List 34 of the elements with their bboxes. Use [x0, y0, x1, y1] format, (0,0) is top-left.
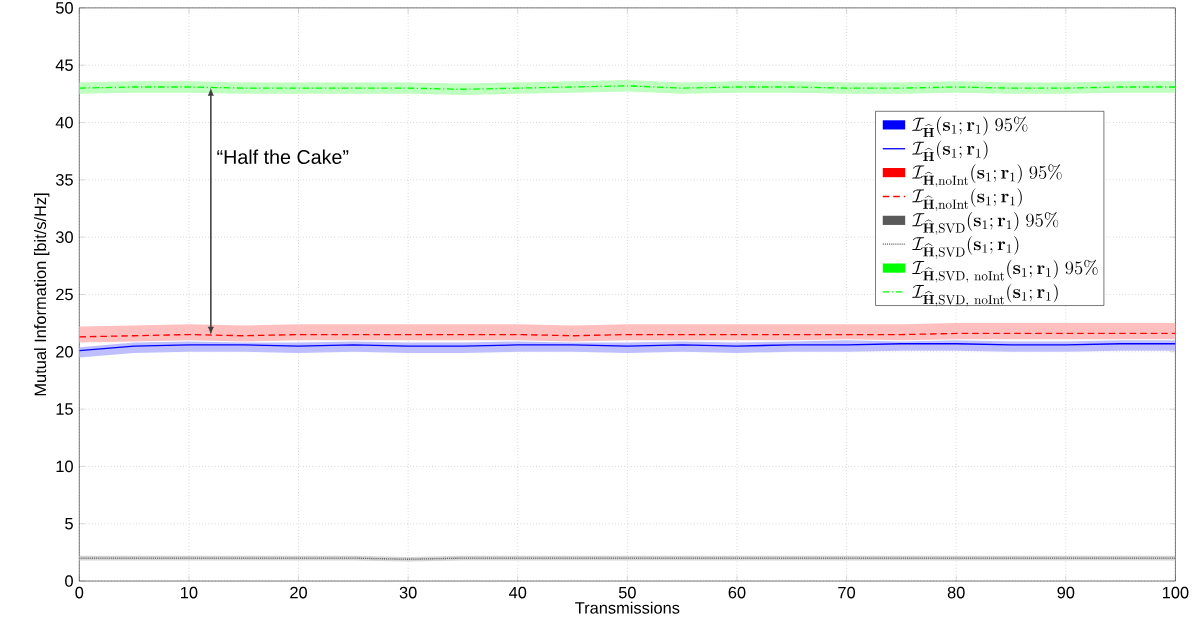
x-tick-label: 90	[1057, 586, 1075, 599]
x-tick-label: 0	[75, 586, 84, 599]
x-tick-label: 50	[618, 586, 636, 599]
y-tick-label: 50	[55, 1, 73, 14]
y-tick-label: 40	[55, 116, 73, 129]
x-tick-label: 100	[1162, 586, 1189, 599]
x-axis-title: Transmissions	[575, 601, 680, 614]
x-tick-label: 70	[838, 586, 856, 599]
y-tick-label: 35	[55, 173, 73, 186]
x-tick-label: 20	[290, 586, 308, 599]
y-tick-label: 30	[55, 231, 73, 243]
legend-label: $\mathcal{I}_{\widehat{\mathbf{H}},\mathrm{noInt}}(\mathbf{s}_1;\mathbf{r}_1)$	[911, 188, 1022, 212]
annotation: $\mathcal{I}_{\widehat{\mathbf{H}},\mathrm{SVD}}(\mathbf{s}_1;\mathbf{r}_1)\ 95\%$	[911, 211, 1059, 235]
y-tick-label: 15	[56, 403, 73, 415]
legend-label: $\mathcal{I}_{\widehat{\mathbf{H}},\mathrm{SVD}}(\mathbf{s}_1;\mathbf{r}_1)$	[911, 235, 1019, 259]
y-tick-label: 10	[56, 460, 73, 473]
x-tick-label: 60	[728, 586, 746, 599]
x-tick-label: 30	[399, 586, 417, 599]
x-tick-label: 10	[181, 586, 198, 599]
x-tick-label: 40	[508, 586, 527, 599]
annotation: “Half the Cake”	[217, 149, 349, 164]
y-axis-title: Mutual Information [bit/s/Hz]	[34, 193, 50, 396]
legend-label: $\mathcal{I}_{\widehat{\mathbf{H}}}(\mathbf{s}_1;\mathbf{r}_1)$	[911, 140, 988, 161]
line-series	[79, 342, 1176, 352]
annotation: $\mathcal{I}_{\widehat{\mathbf{H}},\mathrm{SVD,\ noInt}}(\mathbf{s}_1;\mathbf{r}_1)\ 95\%$	[911, 259, 1098, 283]
y-tick-label: 5	[65, 517, 73, 530]
y-tick-label: 45	[55, 59, 73, 71]
y-tick-label: 25	[56, 288, 73, 301]
y-tick-label: 20	[56, 345, 73, 358]
y-tick-label: 0	[65, 575, 73, 587]
x-tick-label: 80	[947, 586, 965, 599]
annotation: $\mathcal{I}_{\widehat{\mathbf{H}}}(\mathbf{s}_1;\mathbf{r}_1)\ 95\%$	[911, 116, 1028, 137]
legend-label: $\mathcal{I}_{\widehat{\mathbf{H}},\mathrm{SVD,\ noInt}}(\mathbf{s}_1;\mathbf{r}_1)$	[911, 283, 1058, 307]
annotation: $\mathcal{I}_{\widehat{\mathbf{H}},\mathrm{noInt}}(\mathbf{s}_1;\mathbf{r}_1)\ 95\%$	[911, 164, 1062, 188]
